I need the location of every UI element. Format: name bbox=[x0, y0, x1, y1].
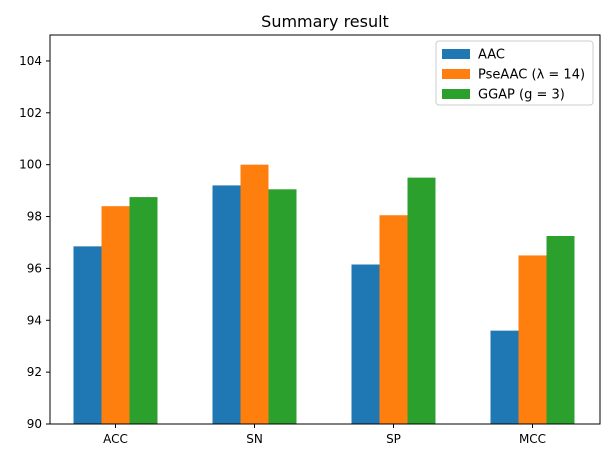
y-tick-label: 98 bbox=[27, 210, 42, 224]
y-tick-label: 104 bbox=[19, 54, 42, 68]
legend-label-1: PseAAC (λ = 14) bbox=[478, 68, 585, 83]
x-tick-label-sp: SP bbox=[386, 432, 401, 446]
bar-acc-series-1 bbox=[101, 206, 130, 424]
y-axis: 90 92 94 96 98 100 102 104 bbox=[19, 54, 50, 431]
bar-acc-series-0 bbox=[73, 246, 102, 424]
x-tick-label-mcc: MCC bbox=[519, 432, 546, 446]
x-tick-label-acc: ACC bbox=[103, 432, 128, 446]
bars-group bbox=[73, 164, 575, 424]
legend-swatch-0 bbox=[442, 49, 470, 59]
legend-swatch-1 bbox=[442, 69, 470, 79]
y-tick-label: 96 bbox=[27, 261, 42, 275]
bar-sn-series-1 bbox=[240, 164, 269, 424]
bar-sn-series-0 bbox=[212, 185, 241, 424]
bar-sn-series-2 bbox=[268, 189, 297, 424]
x-axis: ACC SN SP MCC bbox=[103, 424, 546, 446]
legend-label-2: GGAP (g = 3) bbox=[478, 88, 565, 103]
x-tick-label-sn: SN bbox=[246, 432, 263, 446]
bar-mcc-series-2 bbox=[546, 235, 575, 424]
legend: AAC PseAAC (λ = 14) GGAP (g = 3) bbox=[435, 40, 594, 106]
y-tick-label: 102 bbox=[19, 106, 42, 120]
legend-box bbox=[435, 40, 594, 106]
bar-mcc-series-0 bbox=[490, 330, 519, 424]
chart-title: Summary result bbox=[261, 12, 389, 31]
y-tick-label: 90 bbox=[27, 417, 42, 431]
y-tick-label: 94 bbox=[27, 313, 42, 327]
legend-swatch-2 bbox=[442, 89, 470, 99]
bar-acc-series-2 bbox=[129, 197, 158, 424]
y-tick-label: 100 bbox=[19, 158, 42, 172]
plot-frame bbox=[49, 34, 601, 425]
legend-label-0: AAC bbox=[478, 48, 505, 63]
bar-sp-series-1 bbox=[379, 215, 408, 424]
y-tick-label: 92 bbox=[27, 365, 42, 379]
bar-sp-series-0 bbox=[351, 264, 380, 424]
bar-mcc-series-1 bbox=[518, 255, 547, 424]
bar-sp-series-2 bbox=[407, 177, 436, 424]
